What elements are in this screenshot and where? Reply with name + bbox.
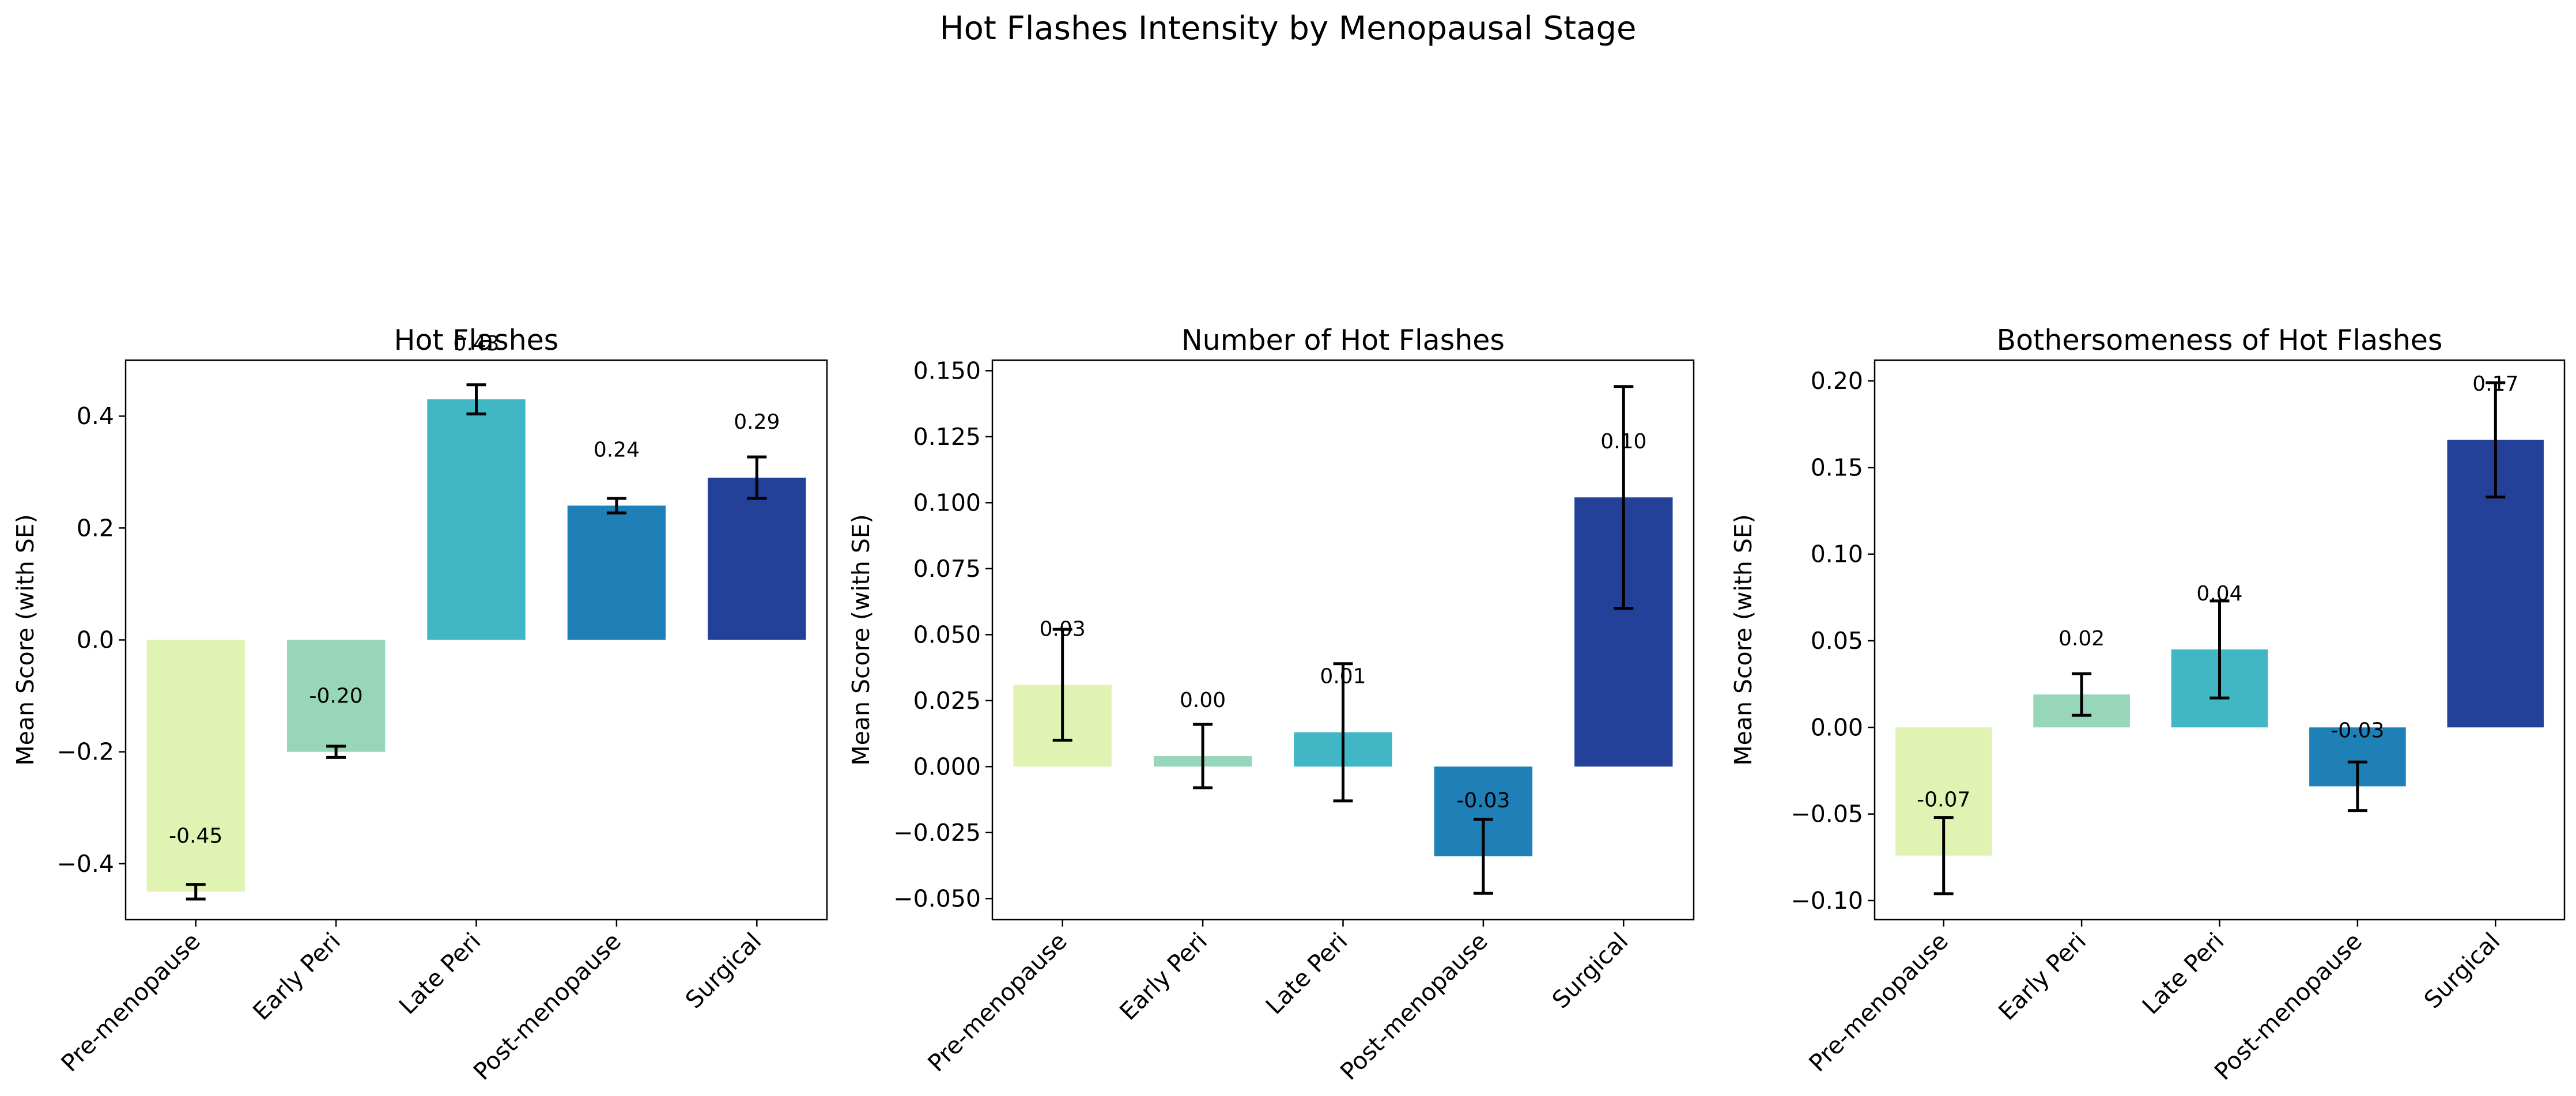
data-label: -0.45: [169, 824, 222, 848]
y-tick-label: −0.05: [1791, 800, 1863, 828]
y-tick-label: −0.4: [56, 850, 114, 878]
y-tick-label: −0.10: [1791, 887, 1863, 914]
panel-title: Hot Flashes: [394, 324, 559, 357]
y-tick-label: 0.125: [913, 423, 981, 451]
data-label: 0.04: [2196, 582, 2242, 606]
y-tick-label: 0.2: [77, 514, 114, 542]
bar: [146, 640, 245, 892]
panel-title: Bothersomeness of Hot Flashes: [1997, 324, 2443, 357]
bar: [708, 477, 806, 640]
data-label: 0.02: [2058, 627, 2105, 651]
y-tick-label: 0.100: [913, 489, 981, 516]
data-label: 0.03: [1040, 617, 1086, 641]
y-tick-label: −0.050: [893, 885, 981, 912]
y-tick-label: 0.075: [913, 555, 981, 583]
data-label: -0.03: [1456, 789, 1510, 812]
y-tick-label: −0.025: [893, 819, 981, 846]
data-label: -0.20: [309, 685, 363, 708]
y-tick-label: 0.025: [913, 687, 981, 715]
data-label: 0.43: [453, 332, 499, 356]
data-label: 0.17: [2472, 372, 2518, 396]
data-label: 0.10: [1600, 430, 1646, 453]
bar: [427, 399, 526, 640]
data-label: 0.00: [1180, 689, 1226, 712]
bar: [286, 640, 386, 752]
figure-title: Hot Flashes Intensity by Menopausal Stag…: [940, 10, 1637, 47]
y-tick-label: 0.05: [1811, 627, 1863, 655]
y-axis-label: Mean Score (with SE): [847, 514, 875, 766]
y-tick-label: 0.00: [1811, 713, 1863, 741]
y-axis-label: Mean Score (with SE): [12, 514, 39, 766]
y-tick-label: 0.150: [913, 357, 981, 384]
data-label: 0.29: [734, 410, 780, 434]
data-label: -0.03: [2331, 719, 2384, 742]
y-tick-label: 0.0: [77, 626, 114, 654]
y-tick-label: −0.2: [56, 738, 114, 766]
y-tick-label: 0.4: [77, 402, 114, 430]
data-label: 0.24: [594, 438, 640, 462]
data-label: -0.07: [1917, 788, 1970, 812]
y-axis-label: Mean Score (with SE): [1729, 514, 1757, 766]
y-tick-label: 0.15: [1811, 453, 1863, 481]
data-label: 0.01: [1320, 665, 1366, 689]
y-tick-label: 0.10: [1811, 541, 1863, 568]
y-tick-label: 0.20: [1811, 367, 1863, 395]
y-tick-label: 0.000: [913, 753, 981, 780]
panel-title: Number of Hot Flashes: [1181, 324, 1505, 357]
bar: [567, 505, 666, 640]
y-tick-label: 0.050: [913, 621, 981, 648]
